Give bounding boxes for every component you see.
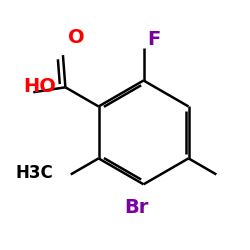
Text: F: F — [147, 30, 160, 49]
Text: O: O — [68, 28, 85, 47]
Text: Br: Br — [124, 198, 148, 217]
Text: H3C: H3C — [16, 164, 53, 182]
Text: HO: HO — [23, 77, 56, 96]
